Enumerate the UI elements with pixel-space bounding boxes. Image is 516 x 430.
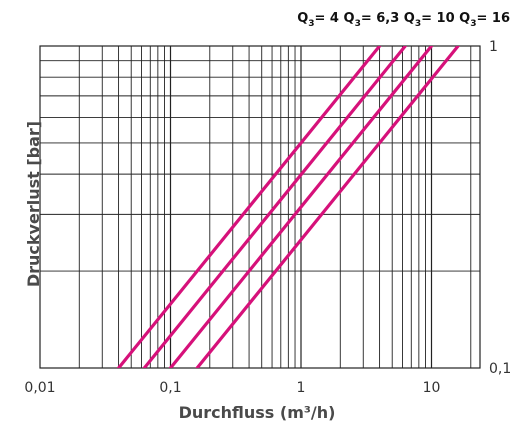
x-tick-label: 10 [423,380,441,396]
legend-entry-label: Q [455,11,471,26]
x-axis-label: Durchfluss (m³/h) [179,403,336,422]
legend-entry-label: Q [399,11,415,26]
x-tick-labels: 0,01 0,1 1 10 [24,380,440,396]
x-tick-label: 0,1 [159,380,181,396]
x-tick-label: 0,01 [24,380,55,396]
legend-entry-value: = 4 [315,11,339,26]
series-line-q3-4 [116,46,382,368]
series-line-q3-10 [168,46,434,368]
y-tick-label: 0,1 [489,361,511,377]
legend-entry-subscript: 3 [355,19,361,29]
series-lines [116,46,460,368]
legend-entry-label: Q [339,11,355,26]
grid [40,46,480,368]
legend-entry-value: = 6,3 [361,11,399,26]
x-tick-label: 1 [297,380,306,396]
y-tick-label: 1 [489,39,498,55]
legend-entry-label: Q [297,11,308,26]
legend-entry-subscript: 3 [470,19,476,29]
legend-entry-value: = 10 [421,11,455,26]
legend: Q3= 4 Q3= 6,3 Q3= 10 Q3= 16 [297,11,510,29]
y-tick-labels: 10,1 [489,39,511,377]
legend-entry-value: = 16 [476,11,510,26]
plot-frame [39,45,481,369]
series-line-q3-6-3 [142,46,407,368]
legend-entry-subscript: 3 [308,19,314,29]
legend-entry-subscript: 3 [415,19,421,29]
series-line-q3-16 [195,46,460,368]
y-axis-label: Druckverlust [bar] [24,121,43,287]
